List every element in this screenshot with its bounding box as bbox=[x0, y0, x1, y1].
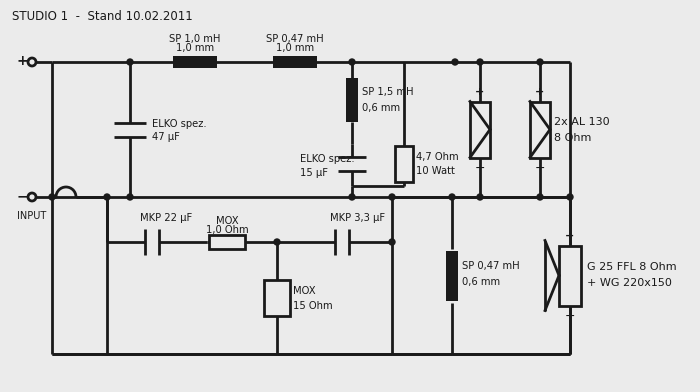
Text: 8 Ohm: 8 Ohm bbox=[554, 132, 592, 143]
Text: SP 0,47 mH: SP 0,47 mH bbox=[462, 261, 519, 270]
Bar bbox=[395, 146, 413, 182]
Circle shape bbox=[274, 239, 280, 245]
Text: 2x AL 130: 2x AL 130 bbox=[554, 116, 610, 127]
Text: SP 1,5 mH: SP 1,5 mH bbox=[362, 87, 414, 97]
Text: +: + bbox=[475, 87, 484, 96]
Circle shape bbox=[127, 59, 133, 65]
Bar bbox=[173, 56, 217, 68]
Text: 15 µF: 15 µF bbox=[300, 168, 328, 178]
Bar bbox=[559, 245, 581, 305]
Bar bbox=[209, 235, 245, 249]
Text: −: − bbox=[475, 162, 485, 174]
Circle shape bbox=[477, 194, 483, 200]
Text: 1,0 mm: 1,0 mm bbox=[176, 43, 214, 53]
Text: 1,0 mm: 1,0 mm bbox=[276, 43, 314, 53]
Circle shape bbox=[28, 193, 36, 201]
Text: SP 0,47 mH: SP 0,47 mH bbox=[266, 34, 324, 44]
Text: SP 1,0 mH: SP 1,0 mH bbox=[169, 34, 220, 44]
Text: 0,6 mm: 0,6 mm bbox=[462, 276, 500, 287]
Text: 10 Watt: 10 Watt bbox=[416, 166, 455, 176]
Text: STUDIO 1  -  Stand 10.02.2011: STUDIO 1 - Stand 10.02.2011 bbox=[12, 10, 192, 23]
Text: MOX: MOX bbox=[216, 216, 238, 226]
Text: −: − bbox=[16, 189, 28, 203]
Text: +: + bbox=[16, 54, 28, 68]
Circle shape bbox=[104, 194, 110, 200]
Circle shape bbox=[477, 59, 483, 65]
Text: 47 µF: 47 µF bbox=[152, 131, 180, 142]
Text: 4,7 Ohm: 4,7 Ohm bbox=[416, 152, 458, 162]
Circle shape bbox=[452, 59, 458, 65]
Text: G 25 FFL 8 Ohm: G 25 FFL 8 Ohm bbox=[587, 263, 677, 272]
Circle shape bbox=[127, 194, 133, 200]
Circle shape bbox=[567, 194, 573, 200]
Text: MOX: MOX bbox=[293, 286, 316, 296]
Bar bbox=[346, 78, 358, 122]
Circle shape bbox=[389, 194, 395, 200]
Bar bbox=[446, 250, 458, 301]
Circle shape bbox=[28, 58, 36, 66]
Circle shape bbox=[49, 194, 55, 200]
Text: INPUT: INPUT bbox=[18, 211, 47, 221]
Circle shape bbox=[389, 239, 395, 245]
Text: +: + bbox=[536, 87, 545, 96]
Bar bbox=[273, 56, 317, 68]
Text: 1,0 Ohm: 1,0 Ohm bbox=[206, 225, 248, 235]
Text: ELKO spez.: ELKO spez. bbox=[300, 154, 355, 164]
Text: −: − bbox=[565, 310, 575, 323]
Text: 15 Ohm: 15 Ohm bbox=[293, 301, 332, 311]
Circle shape bbox=[349, 194, 355, 200]
Bar bbox=[470, 102, 490, 158]
Circle shape bbox=[537, 194, 543, 200]
Text: 0,6 mm: 0,6 mm bbox=[362, 103, 400, 113]
Text: MKP 3,3 µF: MKP 3,3 µF bbox=[330, 213, 385, 223]
Text: MKP 22 µF: MKP 22 µF bbox=[140, 213, 192, 223]
Circle shape bbox=[349, 59, 355, 65]
Bar bbox=[264, 280, 290, 316]
Bar bbox=[530, 102, 550, 158]
Text: +: + bbox=[566, 230, 575, 241]
Text: + WG 220x150: + WG 220x150 bbox=[587, 278, 672, 289]
Text: −: − bbox=[535, 162, 545, 174]
Circle shape bbox=[537, 59, 543, 65]
Circle shape bbox=[449, 194, 455, 200]
Text: ELKO spez.: ELKO spez. bbox=[152, 118, 206, 129]
